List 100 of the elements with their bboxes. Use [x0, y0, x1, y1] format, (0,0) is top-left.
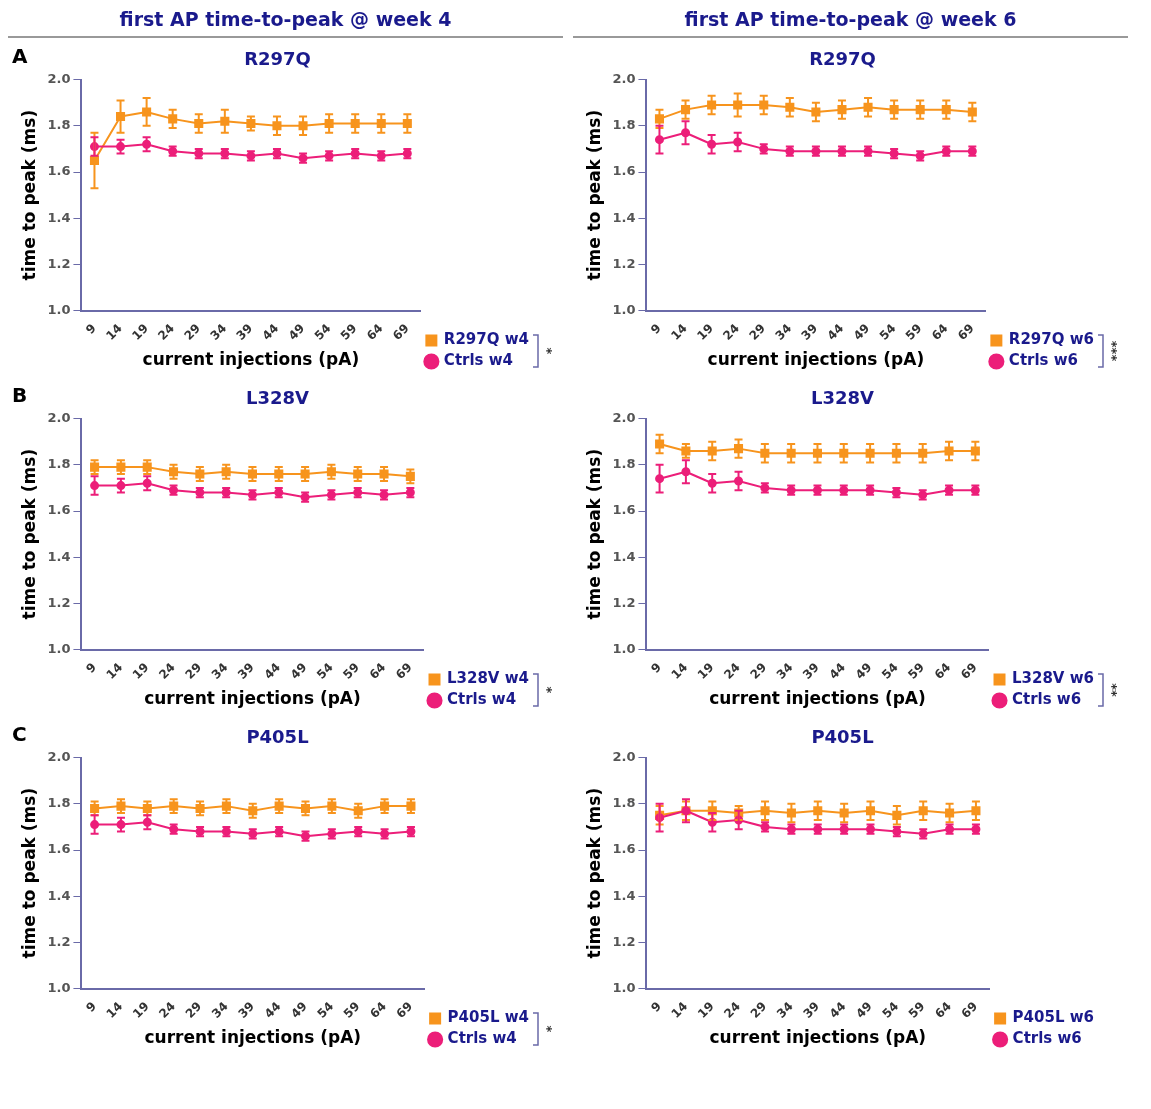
y-tick-label: 1.0 [47, 301, 71, 317]
x-axis-title: current injections (pA) [144, 1027, 362, 1048]
x-tick-label: 19 [129, 999, 152, 1021]
x-tick-label: 29 [181, 321, 204, 343]
legend-label: R297Q w4 [443, 330, 530, 349]
legend-label: Ctrls w4 [443, 351, 514, 370]
x-tick-label: 34 [774, 999, 796, 1021]
x-tick-label: 39 [235, 660, 257, 682]
x-tick-label: 44 [261, 660, 284, 682]
y-axis-title: time to peak (ms) [583, 448, 604, 620]
y-tick-label: 1.0 [47, 979, 71, 995]
x-tick-label: 59 [905, 999, 928, 1021]
x-tick-label: 19 [694, 321, 716, 343]
y-tick-label: 1.8 [612, 795, 636, 811]
y-tick-label: 1.8 [47, 117, 71, 133]
x-tick-label: 34 [773, 660, 796, 682]
x-axis-title: current injections (pA) [142, 349, 360, 370]
x-tick-label: 44 [259, 321, 282, 343]
x-tick-label: 24 [721, 999, 744, 1021]
y-tick-label: 1.8 [47, 795, 71, 811]
y-tick-label: 1.8 [47, 456, 71, 472]
y-axis-title: time to peak (ms) [18, 109, 39, 281]
legend-label: Ctrls w6 [1012, 1029, 1082, 1048]
x-tick-label: 39 [235, 999, 258, 1021]
y-tick-label: 1.0 [612, 301, 636, 317]
text: B [12, 383, 28, 408]
x-tick-label: 54 [876, 321, 899, 343]
x-tick-label: 34 [208, 660, 231, 682]
legend-label: R297Q w6 [1008, 330, 1095, 349]
text: C [12, 722, 27, 747]
x-tick-label: 29 [746, 321, 769, 343]
x-tick-label: 14 [103, 999, 126, 1021]
x-tick-label: 54 [314, 999, 337, 1021]
y-tick-label: 2.0 [47, 748, 71, 764]
y-axis-title: time to peak (ms) [18, 787, 39, 959]
y-tick-label: 1.4 [612, 887, 636, 903]
y-tick-label: 1.2 [612, 594, 636, 610]
y-tick-label: 1.4 [47, 209, 71, 225]
text: A [12, 44, 28, 69]
x-axis-title: current injections (pA) [709, 1027, 927, 1048]
x-tick-label: 9 [83, 660, 99, 676]
chart-title: L328V [811, 387, 875, 409]
x-tick-label: 54 [311, 321, 334, 343]
x-tick-label: 34 [772, 321, 795, 343]
text: ** [1104, 683, 1120, 697]
legend-label: Ctrls w4 [447, 690, 517, 709]
x-axis-title: current injections (pA) [144, 688, 361, 709]
legend-label: L328V w4 [447, 669, 530, 688]
text: * [539, 686, 555, 694]
x-tick-label: 39 [800, 660, 822, 682]
x-tick-label: 39 [800, 999, 823, 1021]
y-tick-label: 1.2 [612, 255, 636, 271]
x-tick-label: 14 [668, 660, 691, 682]
y-tick-label: 2.0 [47, 409, 71, 425]
x-tick-label: 69 [954, 321, 977, 343]
x-tick-label: 24 [156, 660, 178, 682]
y-tick-label: 1.0 [612, 640, 636, 656]
y-tick-label: 1.2 [47, 933, 71, 949]
x-tick-label: 9 [648, 999, 664, 1015]
y-tick-label: 1.6 [612, 502, 636, 518]
text: * [539, 347, 555, 355]
x-tick-label: 24 [155, 321, 178, 343]
text: * [539, 1025, 555, 1033]
x-tick-label: 64 [932, 999, 954, 1021]
legend-label: P405L w4 [447, 1008, 530, 1027]
x-tick-label: 19 [129, 660, 152, 682]
y-tick-label: 1.4 [47, 887, 71, 903]
x-tick-label: 69 [389, 321, 412, 343]
x-tick-label: 19 [129, 321, 151, 343]
legend-label: Ctrls w6 [1008, 351, 1079, 370]
x-tick-label: 39 [233, 321, 256, 343]
x-tick-label: 9 [648, 660, 664, 676]
y-tick-label: 2.0 [47, 70, 71, 86]
x-tick-label: 64 [928, 321, 951, 343]
x-tick-label: 29 [747, 660, 770, 682]
y-tick-label: 1.0 [47, 640, 71, 656]
y-tick-label: 2.0 [612, 409, 636, 425]
x-tick-label: 59 [340, 660, 363, 682]
y-tick-label: 1.6 [47, 841, 71, 857]
x-tick-label: 14 [668, 321, 690, 343]
x-tick-label: 24 [720, 321, 743, 343]
x-tick-label: 9 [83, 999, 99, 1015]
y-tick-label: 1.4 [612, 548, 636, 564]
x-tick-label: 54 [879, 999, 902, 1021]
x-tick-label: 69 [392, 660, 415, 682]
x-tick-label: 9 [82, 321, 99, 337]
x-axis-title: current injections (pA) [707, 349, 925, 370]
x-tick-label: 64 [367, 999, 389, 1021]
chart-title: P405L [246, 726, 309, 748]
legend-label: Ctrls w6 [1012, 690, 1082, 709]
chart-title: P405L [811, 726, 874, 748]
y-axis-title: time to peak (ms) [583, 109, 604, 281]
y-tick-label: 1.4 [612, 209, 636, 225]
y-tick-label: 1.6 [47, 502, 71, 518]
x-tick-label: 59 [902, 321, 925, 343]
y-tick-label: 1.4 [47, 548, 71, 564]
x-tick-label: 44 [826, 999, 849, 1021]
y-tick-label: 1.2 [47, 594, 71, 610]
x-tick-label: 69 [958, 999, 981, 1021]
y-tick-label: 1.6 [612, 841, 636, 857]
